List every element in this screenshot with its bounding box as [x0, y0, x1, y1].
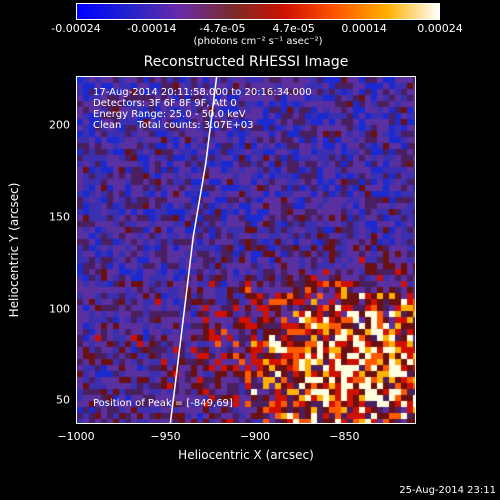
colorbar-tick-label: -4.7e-05	[199, 22, 246, 35]
x-tick-label: −900	[239, 430, 271, 443]
colorbar-tick-label: -0.00024	[51, 22, 101, 35]
colorbar-tick-label: 0.00024	[417, 22, 463, 35]
plot-area: 17-Aug-2014 20:11:58.000 to 20:16:34.000…	[76, 76, 416, 424]
colorbar-tick-label: 4.7e-05	[272, 22, 315, 35]
plot-title: Reconstructed RHESSI Image	[143, 54, 349, 70]
colorbar	[76, 3, 440, 20]
x-tick-label: −850	[329, 430, 360, 443]
info-line-2: Detectors: 3F 6F 8F 9F, Att 0	[93, 98, 237, 109]
info-line-4: Clean Total counts: 3.07E+03	[93, 120, 254, 131]
colorbar-units: (photons cm⁻² s⁻¹ asec⁻²)	[193, 36, 323, 47]
y-tick-label: 100	[49, 302, 70, 316]
y-tick-label: 150	[49, 210, 70, 224]
y-tick-label: 50	[56, 393, 70, 407]
info-line-1: 17-Aug-2014 20:11:58.000 to 20:16:34.000	[93, 87, 312, 98]
plot-timestamp: 25-Aug-2014 23:11	[399, 485, 496, 496]
peak-position-text: Position of Peak = [-849,69]	[93, 398, 233, 409]
y-axis-label: Heliocentric Y (arcsec)	[7, 182, 21, 318]
y-tick-label: 200	[49, 118, 70, 132]
colorbar-tick-label: -0.00014	[127, 22, 177, 35]
info-line-3: Energy Range: 25.0 - 50.0 keV	[93, 109, 246, 120]
heatmap-image	[77, 77, 415, 423]
x-tick-label: −950	[150, 430, 181, 443]
x-tick-label: −1000	[57, 430, 95, 443]
limb-line	[169, 77, 218, 423]
x-axis-label: Heliocentric X (arcsec)	[178, 448, 314, 462]
solar-limb	[169, 77, 218, 423]
colorbar-tick-label: 0.00014	[341, 22, 387, 35]
